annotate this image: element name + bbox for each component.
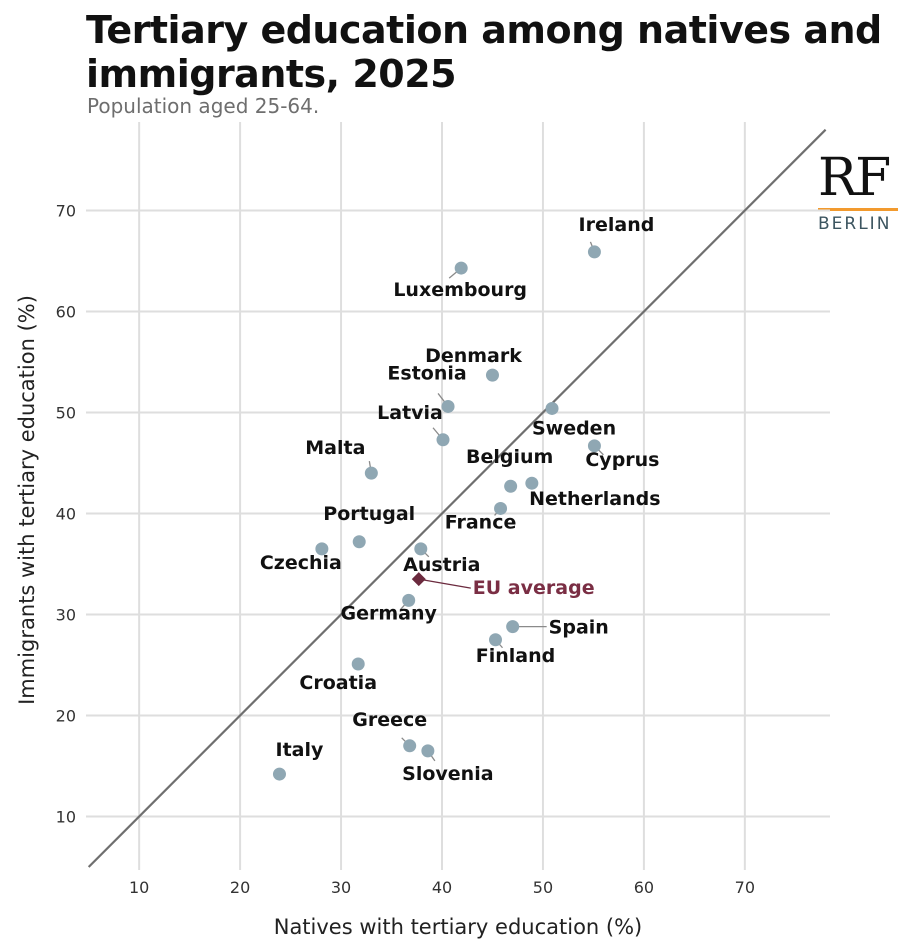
label-portugal: Portugal <box>323 503 415 525</box>
label-latvia: Latvia <box>377 402 443 424</box>
y-tick-label: 30 <box>56 606 76 625</box>
label-spain: Spain <box>549 617 609 639</box>
label-czechia: Czechia <box>260 552 342 574</box>
label-austria: Austria <box>403 554 480 576</box>
point-portugal <box>352 535 366 549</box>
logo-city: BERLIN <box>818 214 892 234</box>
point-spain <box>506 620 520 634</box>
logo-mark: RF <box>818 148 891 208</box>
x-tick-label: 70 <box>735 878 755 897</box>
label-france: France <box>445 511 517 533</box>
point-denmark <box>485 368 499 382</box>
point-finland <box>489 633 503 647</box>
point-croatia <box>351 657 365 671</box>
parity-line <box>87 128 827 868</box>
x-tick-label: 20 <box>230 878 250 897</box>
label-malta: Malta <box>305 437 365 459</box>
label-estonia: Estonia <box>387 362 466 384</box>
label-sweden: Sweden <box>532 417 616 439</box>
point-estonia <box>441 399 455 413</box>
label-ireland: Ireland <box>579 214 655 236</box>
page-subtitle: Population aged 25-64. <box>87 94 320 118</box>
point-sweden <box>545 401 559 415</box>
point-belgium <box>504 479 518 493</box>
axis-ticks: 10 20 30 40 50 60 70 10 20 30 40 50 60 70 <box>56 202 755 898</box>
y-tick-label: 60 <box>56 303 76 322</box>
point-czechia <box>315 542 329 556</box>
point-cyprus <box>587 439 601 453</box>
point-ireland <box>587 245 601 259</box>
label-denmark: Denmark <box>425 345 522 367</box>
label-slovenia: Slovenia <box>402 763 493 785</box>
label-italy: Italy <box>276 739 324 761</box>
x-tick-label: 40 <box>432 878 452 897</box>
point-greece <box>403 739 417 753</box>
point-france <box>494 501 508 515</box>
label-germany: Germany <box>340 602 437 624</box>
y-axis-label: Immigrants with tertiary education (%) <box>15 295 39 705</box>
leader-eu-average <box>418 578 471 589</box>
page-title: Tertiary education among natives and imm… <box>86 8 882 96</box>
x-tick-label: 10 <box>129 878 149 897</box>
x-tick-label: 30 <box>331 878 351 897</box>
y-tick-label: 70 <box>56 202 76 221</box>
label-croatia: Croatia <box>299 672 377 694</box>
y-tick-label: 20 <box>56 707 76 726</box>
point-austria <box>414 542 428 556</box>
rf-berlin-logo: RF BERLIN <box>818 150 900 234</box>
x-tick-label: 60 <box>634 878 654 897</box>
data-points <box>272 245 601 781</box>
point-netherlands <box>525 476 539 490</box>
point-italy <box>272 767 286 781</box>
label-eu-average: EU average <box>473 577 595 599</box>
point-luxembourg <box>454 261 468 275</box>
label-cyprus: Cyprus <box>585 449 659 471</box>
point-malta <box>364 466 378 480</box>
x-axis-label: Natives with tertiary education (%) <box>274 915 643 939</box>
grid-lines <box>86 122 830 870</box>
point-latvia <box>436 433 450 447</box>
label-belgium: Belgium <box>466 446 553 468</box>
x-tick-label: 50 <box>533 878 553 897</box>
y-tick-label: 10 <box>56 808 76 827</box>
point-eu-average <box>411 572 426 587</box>
y-tick-label: 50 <box>56 404 76 423</box>
label-netherlands: Netherlands <box>529 488 660 510</box>
label-greece: Greece <box>352 709 427 731</box>
y-tick-label: 40 <box>56 505 76 524</box>
point-slovenia <box>421 744 435 758</box>
logo-rule <box>818 208 898 211</box>
label-finland: Finland <box>476 645 555 667</box>
label-luxembourg: Luxembourg <box>393 279 527 301</box>
point-germany <box>402 593 416 607</box>
